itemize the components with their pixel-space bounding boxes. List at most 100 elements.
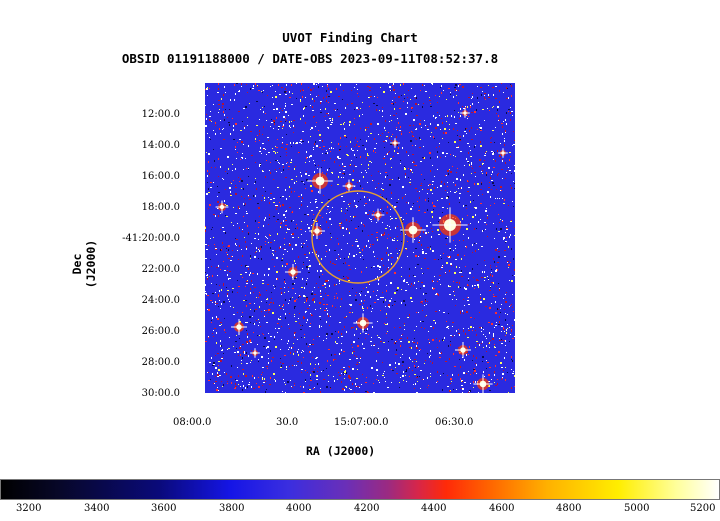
noise-pixel xyxy=(482,194,483,195)
noise-pixel xyxy=(359,248,360,249)
noise-pixel xyxy=(485,152,486,153)
noise-pixel xyxy=(430,136,431,137)
noise-pixel xyxy=(242,158,243,159)
noise-pixel xyxy=(412,361,413,362)
noise-pixel xyxy=(397,144,398,146)
noise-pixel xyxy=(270,162,271,163)
noise-pixel xyxy=(356,84,357,85)
noise-pixel xyxy=(454,291,455,292)
noise-pixel xyxy=(316,145,318,147)
noise-pixel xyxy=(514,336,515,337)
noise-pixel xyxy=(267,368,268,369)
noise-pixel xyxy=(312,371,313,372)
noise-pixel xyxy=(310,202,311,203)
noise-pixel xyxy=(259,250,260,252)
noise-pixel xyxy=(367,155,369,156)
noise-pixel xyxy=(262,372,263,373)
noise-pixel xyxy=(314,287,315,288)
noise-pixel xyxy=(222,103,224,105)
noise-pixel xyxy=(417,376,418,377)
colorbar-tick-label: 4000 xyxy=(286,503,312,514)
noise-pixel xyxy=(393,89,395,91)
noise-pixel xyxy=(489,342,490,344)
noise-pixel xyxy=(316,122,317,123)
noise-pixel xyxy=(280,223,281,224)
noise-pixel xyxy=(294,127,295,128)
noise-pixel xyxy=(276,206,278,207)
noise-pixel xyxy=(275,328,276,329)
noise-pixel xyxy=(252,284,253,285)
noise-pixel xyxy=(246,246,247,248)
noise-pixel xyxy=(341,169,342,170)
noise-pixel xyxy=(339,283,340,284)
noise-pixel xyxy=(497,198,498,199)
noise-pixel xyxy=(294,278,296,279)
noise-pixel xyxy=(209,276,210,277)
noise-pixel xyxy=(502,160,503,162)
noise-pixel xyxy=(400,341,402,342)
noise-pixel xyxy=(452,322,454,323)
noise-pixel xyxy=(416,326,417,327)
noise-pixel xyxy=(387,247,388,248)
noise-pixel xyxy=(362,230,363,232)
noise-pixel xyxy=(235,383,236,385)
noise-pixel xyxy=(224,114,225,116)
noise-pixel xyxy=(488,322,490,323)
noise-pixel xyxy=(424,305,425,306)
noise-pixel xyxy=(277,160,278,161)
noise-pixel xyxy=(351,103,353,104)
noise-pixel xyxy=(230,194,231,195)
noise-pixel xyxy=(409,347,410,348)
noise-pixel xyxy=(406,151,407,153)
noise-pixel xyxy=(495,347,496,348)
noise-pixel xyxy=(319,302,321,304)
noise-pixel xyxy=(300,100,301,102)
noise-pixel xyxy=(330,261,331,263)
noise-pixel xyxy=(238,375,239,377)
noise-pixel xyxy=(255,181,256,183)
noise-pixel xyxy=(327,94,328,95)
noise-pixel xyxy=(414,374,416,375)
noise-pixel xyxy=(368,240,369,242)
noise-pixel xyxy=(450,263,452,265)
noise-pixel xyxy=(513,206,514,207)
noise-pixel xyxy=(325,256,326,257)
noise-pixel xyxy=(484,260,485,261)
noise-pixel xyxy=(499,289,500,291)
noise-pixel xyxy=(239,321,241,323)
noise-pixel xyxy=(266,160,267,161)
noise-pixel xyxy=(316,379,318,380)
noise-pixel xyxy=(431,211,433,213)
noise-pixel xyxy=(365,170,366,171)
noise-pixel xyxy=(391,90,392,91)
noise-pixel xyxy=(396,373,398,374)
noise-pixel xyxy=(461,381,462,382)
noise-pixel xyxy=(456,282,458,283)
noise-pixel xyxy=(467,284,468,286)
noise-pixel xyxy=(403,83,404,85)
noise-pixel xyxy=(448,345,449,347)
noise-pixel xyxy=(365,391,367,392)
noise-pixel xyxy=(291,386,292,387)
noise-pixel xyxy=(500,190,501,191)
noise-pixel xyxy=(263,90,264,91)
noise-pixel xyxy=(288,287,289,288)
noise-pixel xyxy=(418,281,419,282)
noise-pixel xyxy=(349,233,350,234)
noise-pixel xyxy=(486,174,487,176)
noise-pixel xyxy=(414,165,416,166)
noise-pixel xyxy=(409,125,411,126)
noise-pixel xyxy=(352,312,353,313)
noise-pixel xyxy=(495,98,497,99)
noise-pixel xyxy=(400,345,401,347)
noise-pixel xyxy=(289,300,290,301)
noise-pixel xyxy=(376,360,377,362)
noise-pixel xyxy=(235,238,236,239)
noise-pixel xyxy=(273,179,274,180)
noise-pixel xyxy=(361,271,362,273)
noise-pixel xyxy=(328,199,330,200)
noise-pixel xyxy=(283,166,284,168)
noise-pixel xyxy=(265,217,266,219)
y-tick-label: -41:20:00.0 xyxy=(122,233,180,244)
noise-pixel xyxy=(424,179,425,180)
